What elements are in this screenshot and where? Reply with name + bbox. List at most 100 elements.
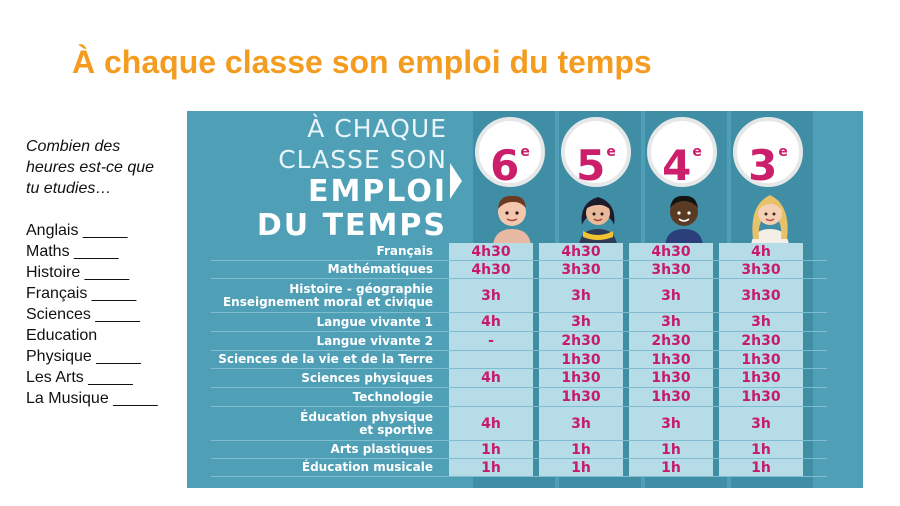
timetable-row: Mathématiques 4h30 3h30 3h30 3h30 [211, 261, 827, 279]
student-5-illustration [579, 197, 617, 245]
subject-item-sciences: Sciences _____ [26, 306, 140, 323]
grade-number: 4 [662, 141, 692, 190]
hours-cell [449, 351, 533, 368]
hours-cell: 3h30 [719, 279, 803, 312]
logo-line: À CHAQUE [307, 114, 447, 143]
timetable-row: Sciences physiques 4h 1h30 1h30 1h30 [211, 369, 827, 388]
hours-cell: 1h30 [629, 351, 713, 368]
subject-label: Langue vivante 1 [316, 314, 433, 329]
timetable-row: Technologie 1h30 1h30 1h30 [211, 388, 827, 407]
timetable-row: Histoire - géographie Enseignement moral… [211, 279, 827, 313]
hours-cell: 3h30 [719, 261, 803, 278]
hours-cell: 4h30 [629, 243, 713, 260]
hours-cell: 3h30 [629, 261, 713, 278]
hours-cell: 1h [719, 441, 803, 458]
hours-cell: 4h30 [449, 243, 533, 260]
hours-cell: 1h [629, 441, 713, 458]
hours-cell: 1h30 [719, 351, 803, 368]
subject-item-musique: La Musique _____ [26, 390, 158, 407]
infographic-logo: À CHAQUE CLASSE SON EMPLOI DU TEMPS [249, 113, 447, 243]
logo-line: DU TEMPS [256, 208, 447, 243]
subject-label: Éducation physique et sportive [300, 409, 433, 437]
hours-cell: 2h30 [539, 332, 623, 350]
subject-item-maths: Maths _____ [26, 243, 119, 260]
subject-label: Sciences de la vie et de la Terre [218, 352, 433, 366]
grade-number: 6 [490, 141, 520, 190]
timetable-row: Éducation physique et sportive 4h 3h 3h 3h [211, 407, 827, 441]
subject-item-francais: Français _____ [26, 285, 137, 302]
hours-cell: 4h [719, 243, 803, 260]
hours-cell: 1h [629, 459, 713, 476]
subject-label: Sciences physiques [301, 370, 433, 385]
grade-badge-5: 5e [561, 117, 631, 190]
timetable-infographic: À CHAQUE CLASSE SON EMPLOI DU TEMPS 6e 5… [187, 111, 863, 488]
hours-cell: 1h [449, 441, 533, 458]
subject-label: Technologie [352, 389, 433, 404]
hours-cell: 4h [449, 369, 533, 387]
worksheet-question: Combien des heures est-ce que tu etudies… [26, 136, 186, 199]
timetable-row: Arts plastiques 1h 1h 1h 1h [211, 441, 827, 459]
hours-cell: 4h30 [539, 243, 623, 260]
subject-label: Arts plastiques [330, 442, 433, 456]
hours-cell: 1h30 [539, 369, 623, 387]
hours-cell: 3h [539, 313, 623, 331]
grade-suffix: e [520, 144, 530, 160]
hours-cell: 4h [449, 313, 533, 331]
hours-cell: 3h [629, 279, 713, 312]
hours-cell: 3h [539, 407, 623, 440]
logo-line: EMPLOI [307, 174, 447, 209]
hours-cell: 1h [449, 459, 533, 476]
hours-cell: 4h30 [449, 261, 533, 278]
grade-badge-4: 4e [647, 117, 717, 190]
grade-suffix: e [778, 144, 788, 160]
worksheet-panel: Combien des heures est-ce que tu etudies… [26, 136, 186, 409]
hours-cell: 1h30 [539, 388, 623, 406]
subject-label: Langue vivante 2 [316, 333, 433, 348]
subject-label: Français [376, 244, 433, 258]
subject-item-physique: Physique _____ [26, 348, 141, 365]
hours-cell: 3h [539, 279, 623, 312]
hours-cell: 1h30 [539, 351, 623, 368]
subject-label: Histoire - géographie Enseignement moral… [222, 281, 433, 309]
subject-item-education: Education [26, 327, 98, 344]
subject-label: Éducation musicale [301, 460, 433, 474]
question-line: heures est-ce que [26, 159, 155, 176]
hours-cell: 3h [719, 407, 803, 440]
grade-badge-3: 3e [733, 117, 803, 190]
hours-cell [449, 388, 533, 406]
timetable-row: Langue vivante 1 4h 3h 3h 3h [211, 313, 827, 332]
student-6-illustration [493, 195, 531, 245]
student-3-illustration [751, 195, 789, 245]
hours-cell: 2h30 [629, 332, 713, 350]
question-line: tu etudies… [26, 180, 112, 197]
timetable-row: Français 4h30 4h30 4h30 4h [211, 243, 827, 261]
grade-number: 5 [576, 141, 606, 190]
subject-item-histoire: Histoire _____ [26, 264, 130, 281]
hours-cell: 3h [629, 407, 713, 440]
question-line: Combien des [26, 138, 121, 155]
grade-number: 3 [748, 141, 778, 190]
logo-line: CLASSE SON [278, 145, 447, 174]
hours-cell: 1h30 [719, 388, 803, 406]
hours-cell: - [449, 332, 533, 350]
hours-cell: 1h [539, 459, 623, 476]
subject-list: Anglais _____ Maths _____ Histoire _____… [26, 220, 186, 409]
hours-cell: 3h [629, 313, 713, 331]
timetable-row: Éducation musicale 1h 1h 1h 1h [211, 459, 827, 477]
grade-badge-6: 6e [475, 117, 545, 190]
hours-cell: 4h [449, 407, 533, 440]
hours-cell: 3h [449, 279, 533, 312]
student-4-illustration [665, 195, 703, 245]
timetable-row: Langue vivante 2-2h30 2h30 2h30 [211, 332, 827, 351]
timetable-row: Sciences de la vie et de la Terre 1h30 1h3… [211, 351, 827, 369]
hours-cell: 1h [719, 459, 803, 476]
subject-label: Mathématiques [327, 262, 433, 276]
slide-title: À chaque classe son emploi du temps [72, 44, 652, 80]
hours-cell: 1h [539, 441, 623, 458]
hours-cell: 1h30 [629, 369, 713, 387]
subject-item-anglais: Anglais _____ [26, 222, 128, 239]
hours-cell: 1h30 [719, 369, 803, 387]
arrow-right-icon [450, 163, 462, 199]
hours-cell: 1h30 [629, 388, 713, 406]
timetable-rows: Français 4h30 4h30 4h30 4h Mathématiques 4h30 3… [211, 243, 827, 477]
